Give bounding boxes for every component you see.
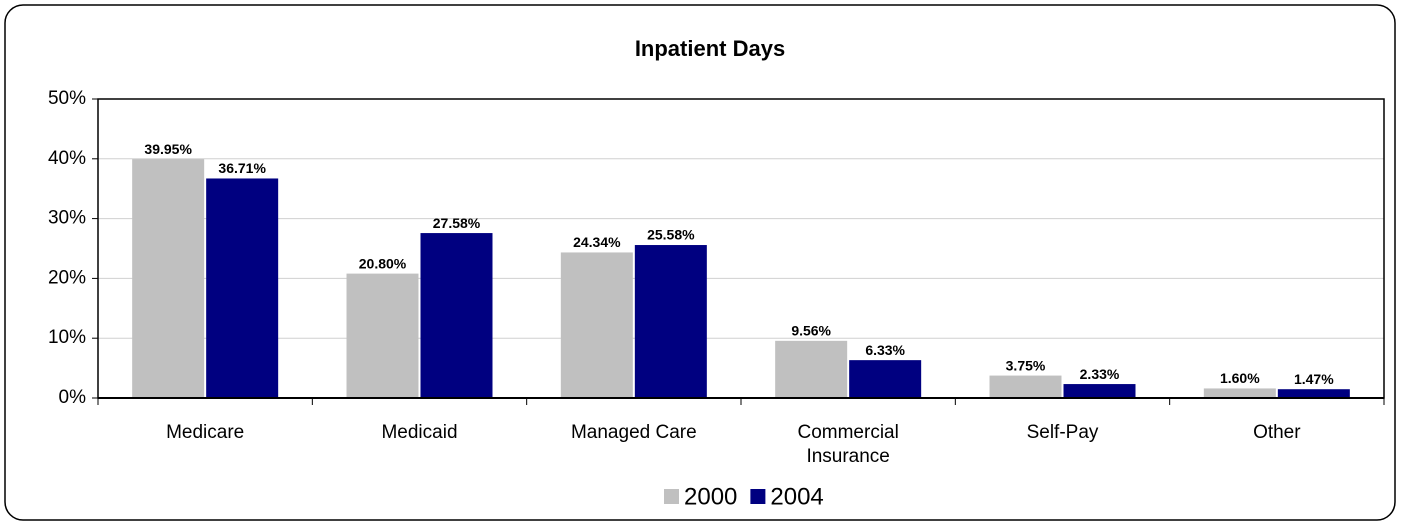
bar — [206, 178, 279, 398]
bar — [849, 360, 922, 398]
y-tick-label: 30% — [48, 208, 86, 229]
bar — [346, 273, 419, 398]
value-label: 25.58% — [647, 227, 695, 243]
bar — [1063, 384, 1136, 398]
value-label: 2.33% — [1080, 366, 1120, 382]
value-label: 1.60% — [1220, 370, 1260, 386]
bar — [634, 245, 707, 398]
x-tick-label: Other — [1253, 422, 1301, 443]
bar — [989, 375, 1062, 398]
x-tick-label: Medicaid — [381, 422, 457, 443]
bar — [132, 159, 205, 398]
value-label: 9.56% — [791, 323, 831, 339]
legend-label: 2004 — [770, 483, 823, 510]
value-label: 3.75% — [1006, 357, 1046, 373]
bar — [1203, 388, 1276, 398]
x-tick-label: Managed Care — [571, 422, 697, 443]
legend-label: 2000 — [684, 483, 737, 510]
value-label: 6.33% — [865, 342, 905, 358]
bar — [420, 233, 493, 398]
y-tick-label: 40% — [48, 148, 86, 169]
value-label: 1.47% — [1294, 371, 1334, 387]
y-tick-label: 10% — [48, 327, 86, 348]
y-tick-label: 0% — [59, 387, 87, 408]
x-tick-label: Commercial Insurance — [797, 422, 898, 467]
value-label: 24.34% — [573, 234, 621, 250]
value-label: 39.95% — [144, 141, 192, 157]
x-tick-label: Self-Pay — [1027, 422, 1099, 443]
bar — [560, 252, 633, 398]
value-label: 36.71% — [218, 160, 266, 176]
y-tick-label: 20% — [48, 267, 86, 288]
bar — [775, 340, 848, 398]
legend-swatch — [750, 489, 766, 504]
legend-swatch — [664, 489, 679, 504]
x-tick-label: Medicare — [166, 422, 244, 443]
chart-title: Inpatient Days — [635, 36, 785, 61]
y-tick-label: 50% — [48, 88, 86, 109]
value-label: 27.58% — [433, 215, 481, 231]
bar — [1277, 389, 1350, 398]
value-label: 20.80% — [359, 255, 407, 271]
